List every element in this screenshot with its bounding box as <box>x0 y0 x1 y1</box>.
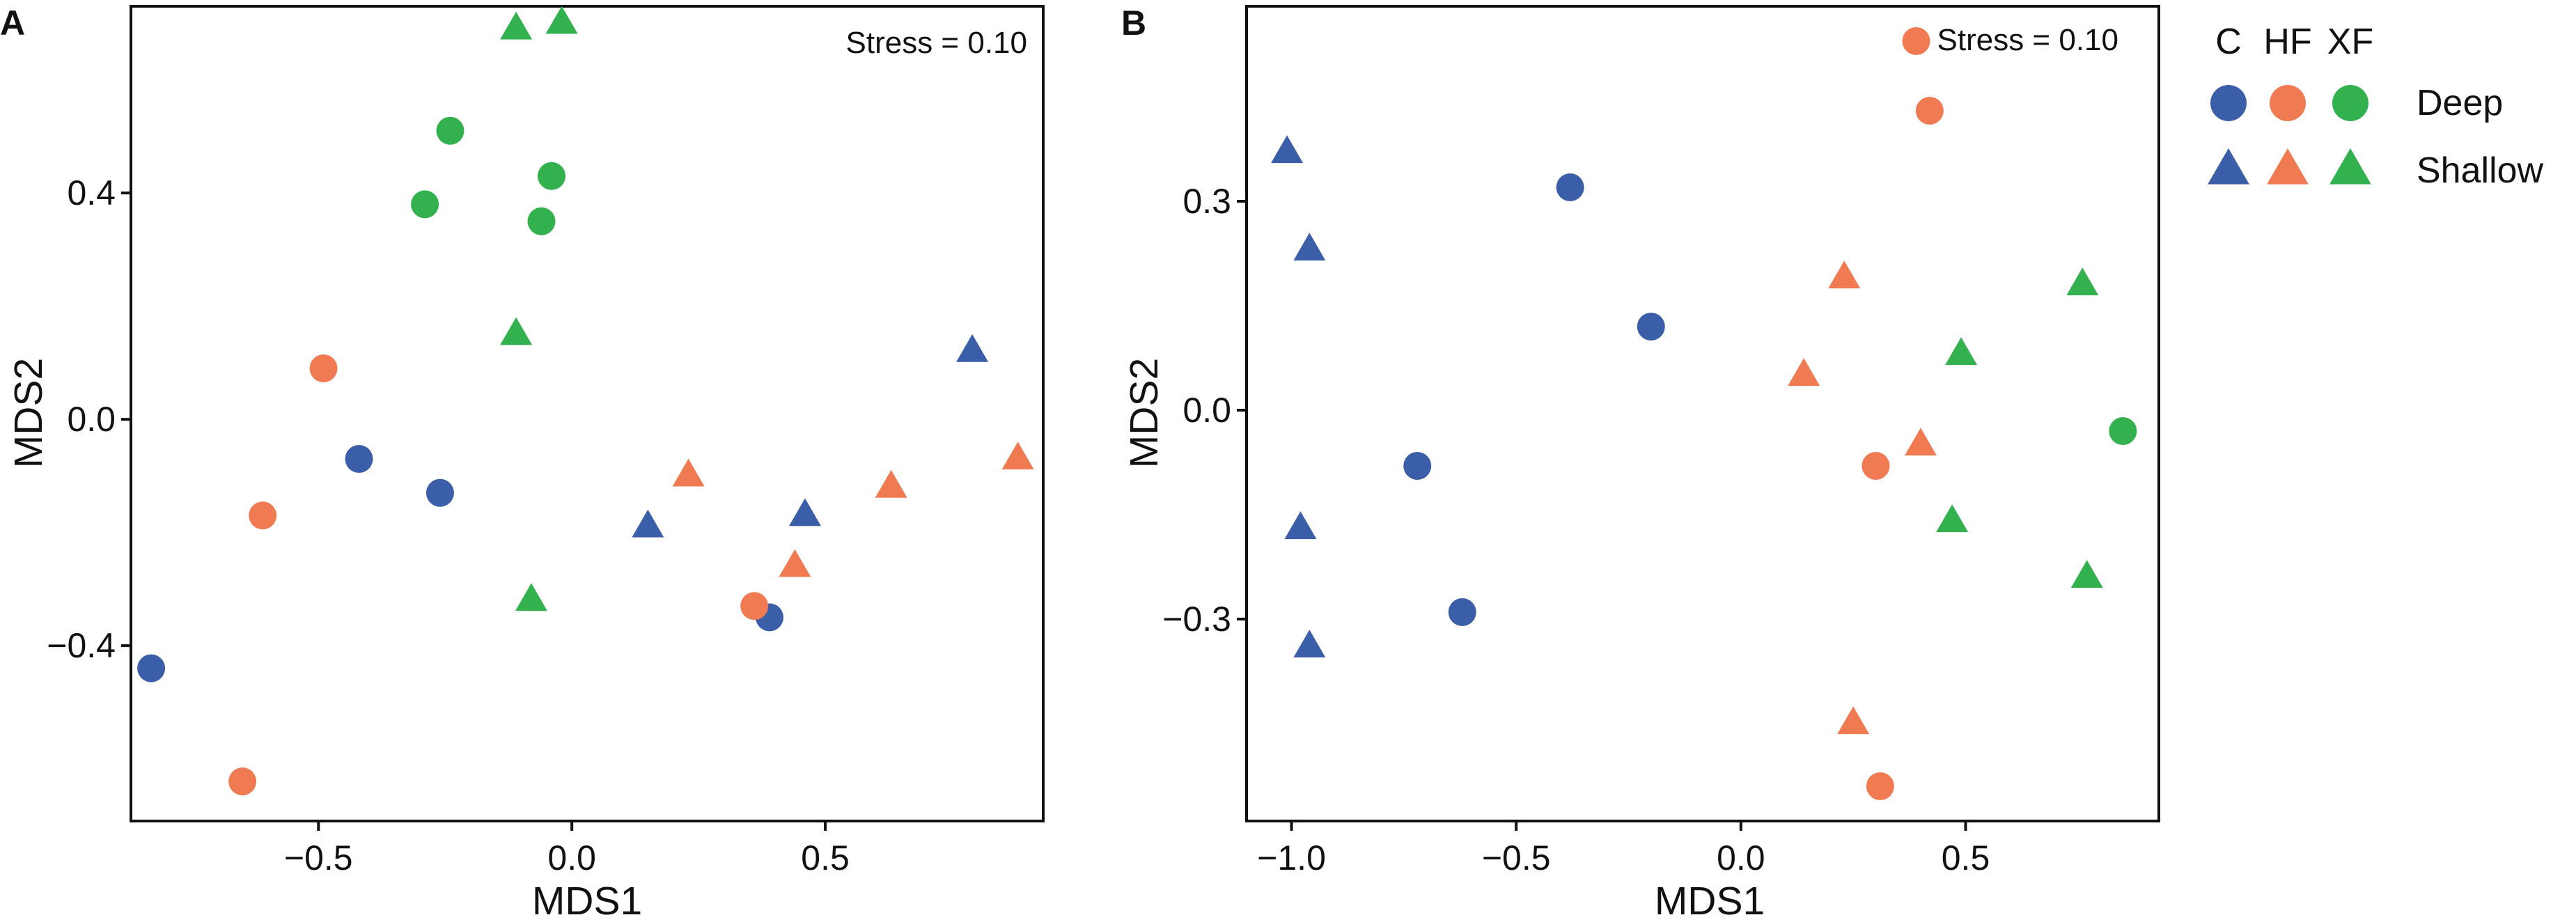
x-tick-label-b: −1.0 <box>1257 838 1326 877</box>
point-hf-deep <box>1902 27 1930 55</box>
point-xf-shallow <box>2070 560 2103 588</box>
legend-column-c: C <box>2215 22 2242 62</box>
point-c-deep <box>1556 173 1584 201</box>
y-tick-label-a: 0.4 <box>67 173 116 212</box>
legend-markers <box>2208 85 2371 185</box>
y-axis-a: −0.4 0.0 0.4 <box>47 173 131 665</box>
panel-letter-a: A <box>0 3 25 42</box>
y-tick-label-b: 0.3 <box>1182 182 1231 221</box>
y-tick-label-b: −0.3 <box>1162 600 1231 639</box>
point-c-shallow <box>956 334 989 362</box>
y-tick-label-a: 0.0 <box>67 400 116 439</box>
scatter-points-a <box>137 6 1034 796</box>
point-xf-shallow <box>500 317 533 345</box>
point-hf-deep <box>740 592 769 620</box>
point-xf-deep <box>411 190 439 219</box>
point-c-shallow <box>1293 233 1326 261</box>
legend-marker-xf-shallow <box>2329 148 2371 185</box>
stress-annotation-b: Stress = 0.10 <box>1937 23 2118 57</box>
legend-row-shallow: Shallow <box>2417 150 2544 191</box>
point-hf-shallow <box>875 469 907 498</box>
point-xf-shallow <box>2066 267 2099 296</box>
point-xf-deep <box>436 116 465 145</box>
y-tick-label-b: 0.0 <box>1182 391 1231 430</box>
y-tick-label-a: −0.4 <box>47 626 116 665</box>
point-c-shallow <box>1284 511 1317 540</box>
point-hf-deep <box>1915 97 1944 125</box>
x-tick-label-a: 0.5 <box>801 838 850 877</box>
panel-a: A −0.4 0.0 0.4 −0.5 0.0 0.5 Stress = 0.10 MD… <box>0 3 1045 922</box>
point-c-shallow <box>788 498 821 526</box>
point-hf-shallow <box>1788 358 1820 386</box>
x-axis-label-a: MDS1 <box>532 879 642 922</box>
legend-marker-hf-shallow <box>2267 148 2309 185</box>
point-c-deep <box>426 478 454 507</box>
panel-letter-b: B <box>1121 3 1146 42</box>
point-hf-shallow <box>779 549 811 577</box>
legend: C HF XF Deep Shallow <box>2208 22 2544 191</box>
point-xf-shallow <box>500 11 533 40</box>
plot-frame-a <box>130 5 1045 822</box>
legend-marker-xf-deep <box>2332 85 2368 121</box>
x-axis-label-b: MDS1 <box>1655 879 1765 922</box>
stress-annotation-a: Stress = 0.10 <box>846 26 1027 60</box>
point-c-shallow <box>1293 630 1326 658</box>
point-c-deep <box>1448 598 1476 626</box>
point-hf-shallow <box>1837 706 1870 735</box>
point-c-deep <box>345 445 373 473</box>
point-hf-shallow <box>672 458 705 487</box>
point-c-deep <box>137 654 166 682</box>
x-axis-a: −0.5 0.0 0.5 <box>284 821 850 877</box>
point-xf-shallow <box>1945 337 1978 366</box>
x-tick-label-b: 0.5 <box>1942 838 1990 877</box>
point-hf-deep <box>249 501 277 530</box>
point-hf-deep <box>1866 772 1894 800</box>
y-axis-b: −0.3 0.0 0.3 <box>1162 182 1247 639</box>
x-axis-b: −1.0 −0.5 0.0 0.5 <box>1257 821 1990 877</box>
point-xf-shallow <box>1936 504 1969 533</box>
point-c-shallow <box>632 509 664 538</box>
legend-marker-c-deep <box>2210 85 2247 121</box>
point-xf-deep <box>538 162 566 190</box>
plot-frame-b <box>1245 5 2160 822</box>
point-hf-shallow <box>1828 260 1861 289</box>
legend-marker-c-shallow <box>2208 148 2249 185</box>
point-xf-deep <box>527 207 556 235</box>
point-hf-shallow <box>1904 428 1937 456</box>
x-tick-label-a: −0.5 <box>284 838 353 877</box>
point-c-deep <box>1637 313 1665 341</box>
x-tick-label-a: 0.0 <box>547 838 596 877</box>
point-hf-deep <box>1861 452 1890 480</box>
legend-column-xf: XF <box>2327 22 2373 62</box>
point-hf-deep <box>228 767 257 796</box>
legend-column-hf: HF <box>2263 22 2311 62</box>
scatter-points-b <box>1271 27 2137 800</box>
point-xf-deep <box>2109 417 2137 445</box>
y-axis-label-b: MDS2 <box>1122 358 1166 468</box>
point-xf-shallow <box>545 6 578 34</box>
point-c-shallow <box>1271 135 1304 164</box>
point-hf-deep <box>309 354 338 382</box>
x-tick-label-b: 0.0 <box>1717 838 1765 877</box>
x-tick-label-b: −0.5 <box>1482 838 1551 877</box>
point-hf-shallow <box>1001 442 1034 470</box>
point-xf-shallow <box>515 583 547 611</box>
y-axis-label-a: MDS2 <box>6 358 51 468</box>
panel-b: B −0.3 0.0 0.3 −1.0 −0.5 0.0 0.5 Stress = 0.1… <box>1121 3 2160 922</box>
legend-row-deep: Deep <box>2417 83 2503 123</box>
legend-marker-hf-deep <box>2270 85 2306 121</box>
point-c-deep <box>1403 452 1432 480</box>
